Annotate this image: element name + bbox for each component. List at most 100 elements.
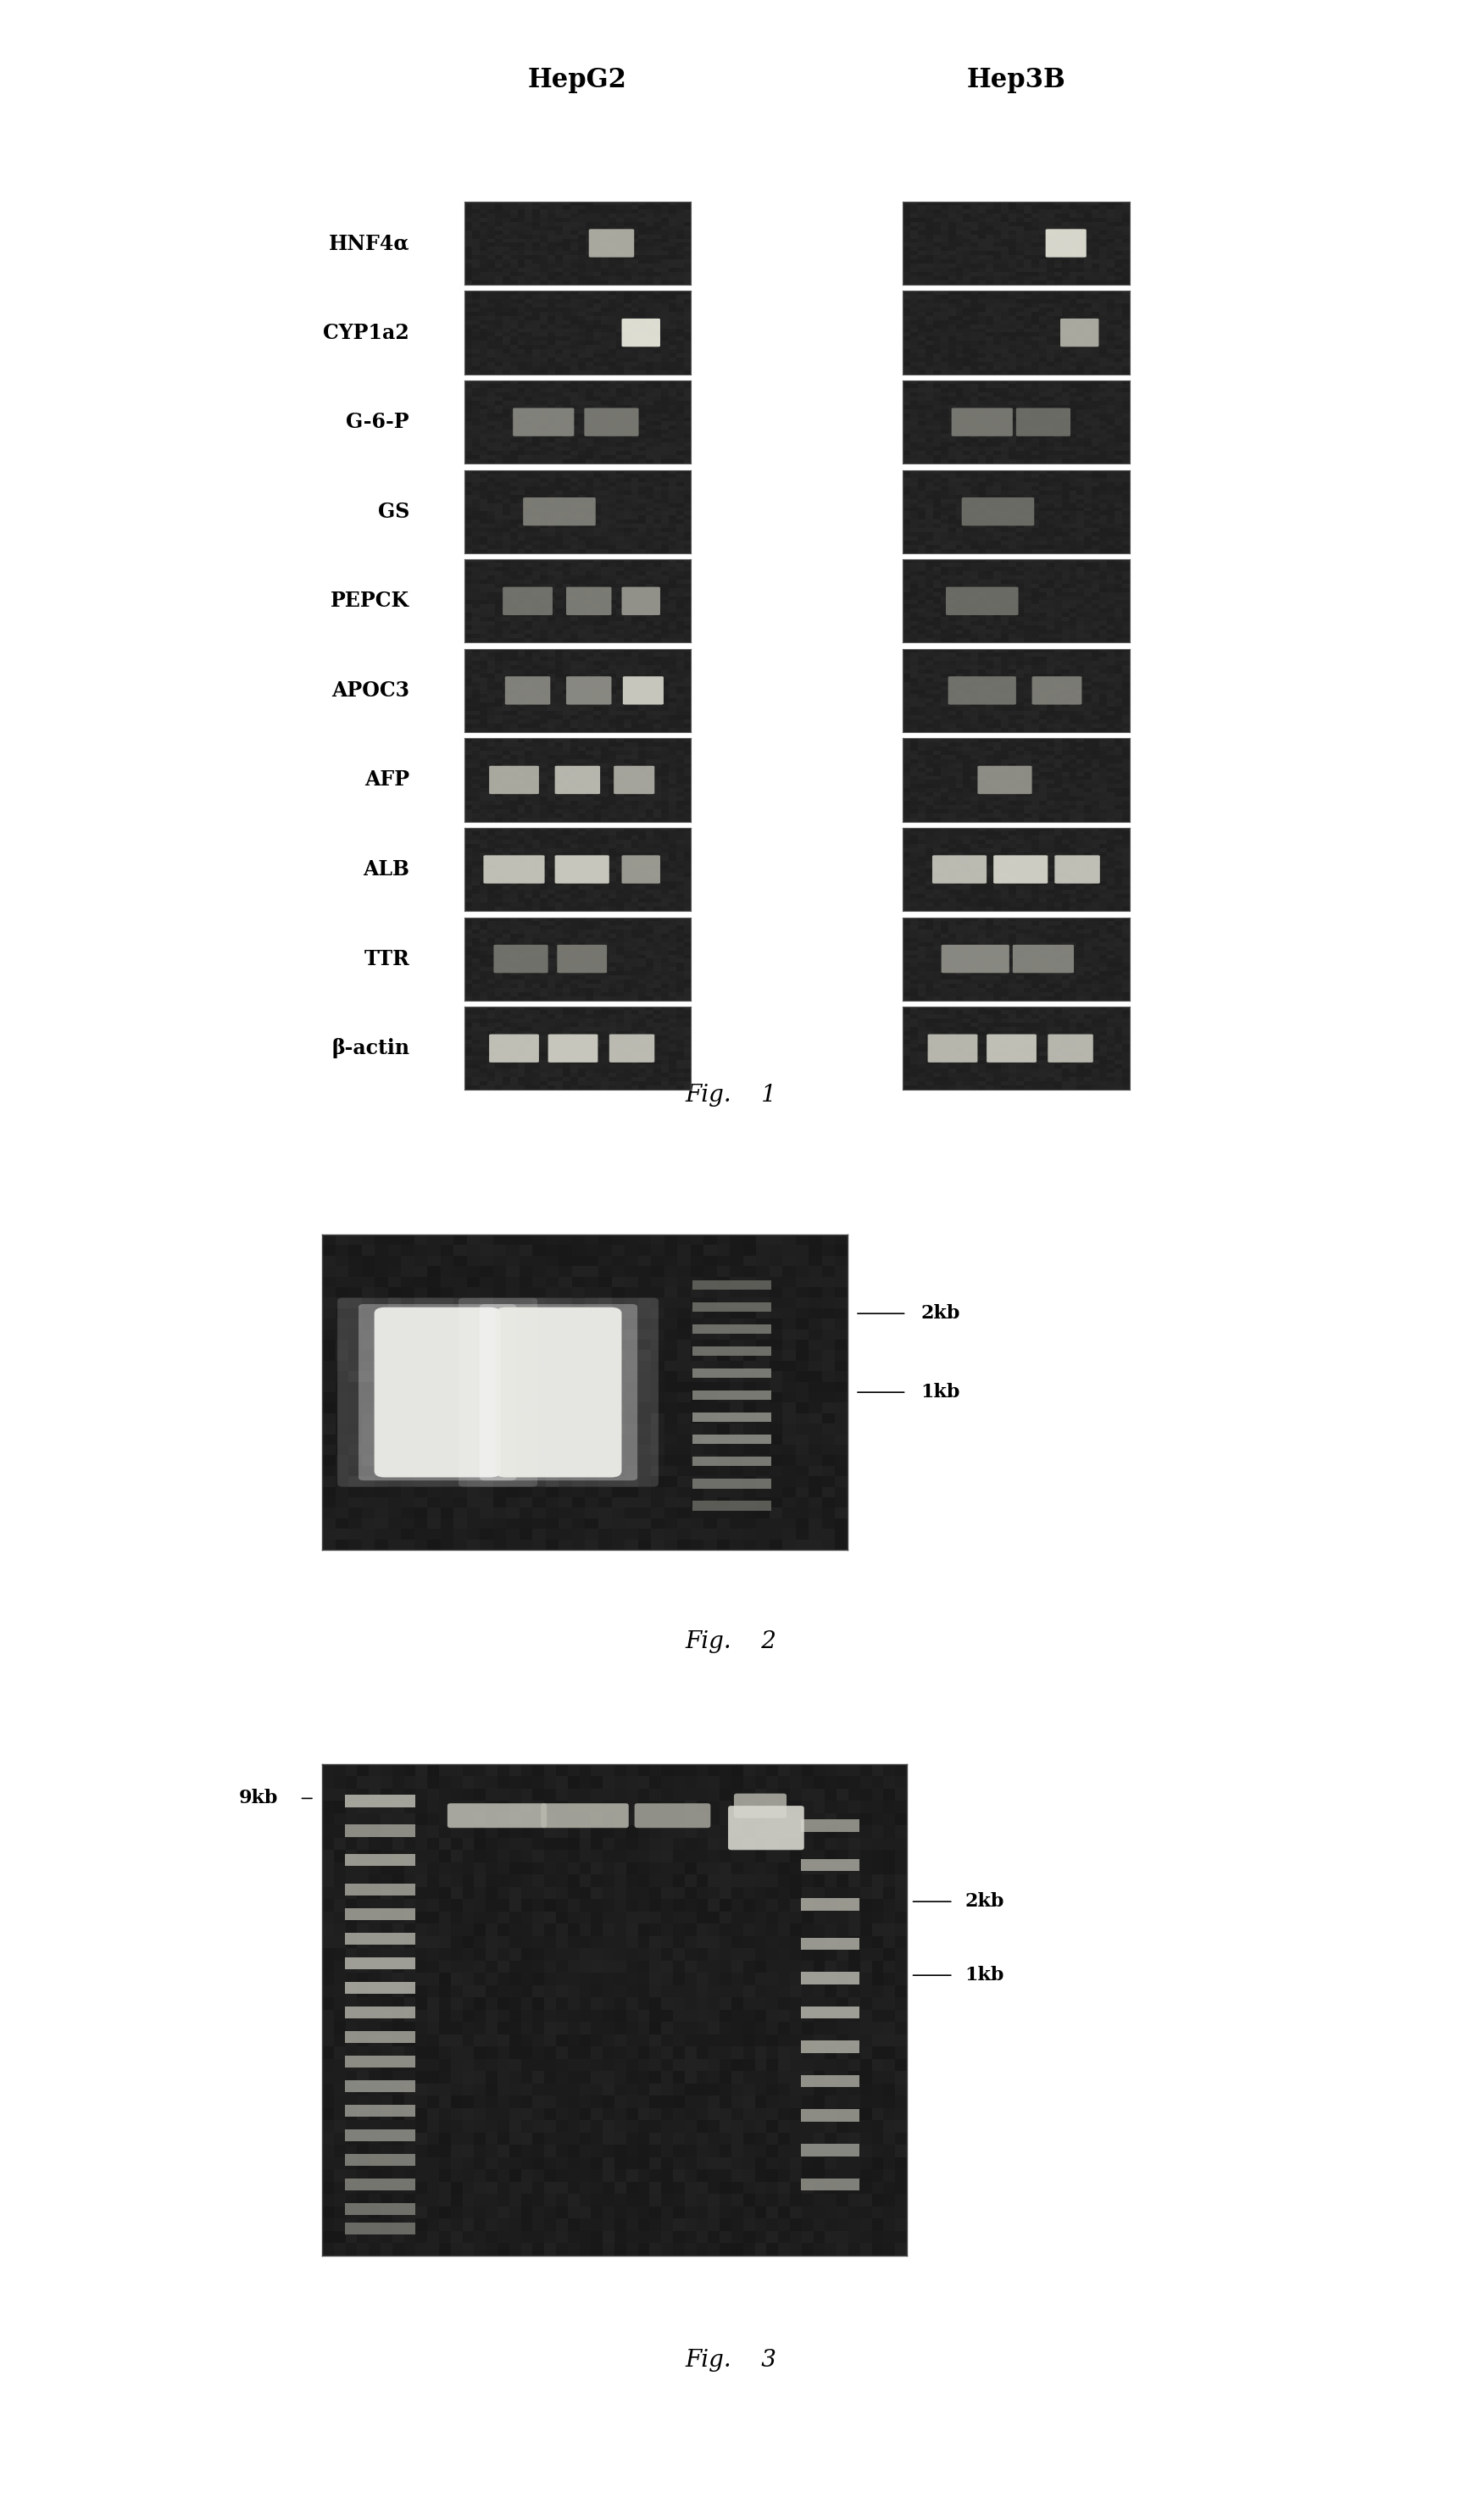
FancyBboxPatch shape — [1032, 675, 1082, 706]
Text: 1kb: 1kb — [965, 1966, 1004, 1986]
FancyBboxPatch shape — [548, 1033, 598, 1063]
Text: 9kb: 9kb — [238, 1789, 278, 1807]
FancyBboxPatch shape — [933, 854, 987, 885]
FancyBboxPatch shape — [621, 318, 661, 348]
FancyBboxPatch shape — [589, 229, 635, 257]
Bar — [693, 1391, 772, 1401]
FancyBboxPatch shape — [978, 766, 1032, 794]
FancyBboxPatch shape — [1013, 945, 1075, 973]
FancyBboxPatch shape — [635, 1804, 711, 1827]
FancyBboxPatch shape — [480, 1305, 637, 1482]
Text: AFP: AFP — [364, 769, 409, 791]
FancyBboxPatch shape — [621, 854, 661, 885]
Text: ALB: ALB — [363, 859, 409, 879]
Bar — [801, 2041, 860, 2054]
Bar — [345, 2223, 415, 2235]
Bar — [345, 1981, 415, 1993]
Bar — [801, 2006, 860, 2019]
Bar — [345, 1855, 415, 1867]
Text: Fig.    1: Fig. 1 — [686, 1084, 776, 1106]
Bar — [345, 2202, 415, 2215]
FancyBboxPatch shape — [614, 766, 655, 794]
FancyBboxPatch shape — [987, 1033, 1037, 1063]
Bar — [345, 1933, 415, 1945]
Bar — [345, 2155, 415, 2167]
Bar — [345, 2177, 415, 2190]
Bar — [345, 2031, 415, 2044]
FancyBboxPatch shape — [610, 1033, 655, 1063]
FancyBboxPatch shape — [541, 1804, 629, 1827]
Text: GS: GS — [377, 501, 409, 522]
FancyBboxPatch shape — [946, 587, 1019, 615]
FancyBboxPatch shape — [556, 854, 610, 885]
Text: 2kb: 2kb — [965, 1893, 1004, 1910]
Text: TTR: TTR — [364, 948, 409, 970]
FancyBboxPatch shape — [557, 945, 607, 973]
FancyBboxPatch shape — [374, 1308, 500, 1477]
FancyBboxPatch shape — [447, 1804, 547, 1827]
Text: HNF4α: HNF4α — [329, 232, 409, 255]
Bar — [693, 1303, 772, 1313]
Bar — [693, 1346, 772, 1356]
Bar — [801, 1819, 860, 1832]
FancyBboxPatch shape — [1045, 229, 1086, 257]
Bar — [801, 1898, 860, 1910]
Text: 1kb: 1kb — [921, 1383, 961, 1401]
Bar — [345, 1824, 415, 1837]
FancyBboxPatch shape — [566, 587, 611, 615]
Text: Fig.    3: Fig. 3 — [686, 2349, 776, 2371]
Text: G-6-P: G-6-P — [346, 411, 409, 433]
Bar — [345, 1958, 415, 1971]
FancyBboxPatch shape — [566, 675, 611, 706]
FancyBboxPatch shape — [459, 1298, 658, 1487]
FancyBboxPatch shape — [994, 854, 1048, 885]
Bar — [345, 2129, 415, 2142]
Text: APOC3: APOC3 — [332, 680, 409, 701]
FancyBboxPatch shape — [490, 1033, 539, 1063]
FancyBboxPatch shape — [494, 945, 548, 973]
Bar — [693, 1326, 772, 1333]
Bar — [693, 1457, 772, 1467]
Bar — [345, 2006, 415, 2019]
Bar — [801, 2109, 860, 2122]
FancyBboxPatch shape — [490, 766, 539, 794]
FancyBboxPatch shape — [484, 854, 545, 885]
Bar — [345, 2079, 415, 2092]
Bar — [345, 1794, 415, 1807]
FancyBboxPatch shape — [523, 496, 595, 527]
Text: 2kb: 2kb — [921, 1305, 961, 1323]
FancyBboxPatch shape — [513, 408, 575, 436]
Bar — [801, 2145, 860, 2157]
FancyBboxPatch shape — [728, 1807, 804, 1850]
Bar — [345, 1882, 415, 1895]
FancyBboxPatch shape — [338, 1298, 538, 1487]
FancyBboxPatch shape — [503, 587, 553, 615]
Text: PEPCK: PEPCK — [330, 590, 409, 612]
Bar — [693, 1280, 772, 1290]
Bar — [345, 1908, 415, 1920]
Bar — [801, 2177, 860, 2190]
FancyBboxPatch shape — [621, 587, 661, 615]
Text: Hep3B: Hep3B — [966, 68, 1066, 93]
Bar — [345, 2056, 415, 2069]
Bar — [801, 1938, 860, 1950]
Bar — [801, 1971, 860, 1983]
FancyBboxPatch shape — [1060, 318, 1099, 348]
FancyBboxPatch shape — [358, 1305, 516, 1482]
FancyBboxPatch shape — [1048, 1033, 1094, 1063]
Bar — [801, 2074, 860, 2087]
Text: β-actin: β-actin — [332, 1038, 409, 1058]
FancyBboxPatch shape — [504, 675, 550, 706]
FancyBboxPatch shape — [623, 675, 664, 706]
Bar — [693, 1368, 772, 1378]
Bar — [693, 1414, 772, 1421]
FancyBboxPatch shape — [952, 408, 1013, 436]
Text: Fig.    2: Fig. 2 — [686, 1630, 776, 1653]
FancyBboxPatch shape — [942, 945, 1009, 973]
Bar — [801, 1860, 860, 1872]
FancyBboxPatch shape — [585, 408, 639, 436]
FancyBboxPatch shape — [556, 766, 599, 794]
Bar — [693, 1502, 772, 1509]
FancyBboxPatch shape — [962, 496, 1034, 527]
Bar — [693, 1479, 772, 1489]
